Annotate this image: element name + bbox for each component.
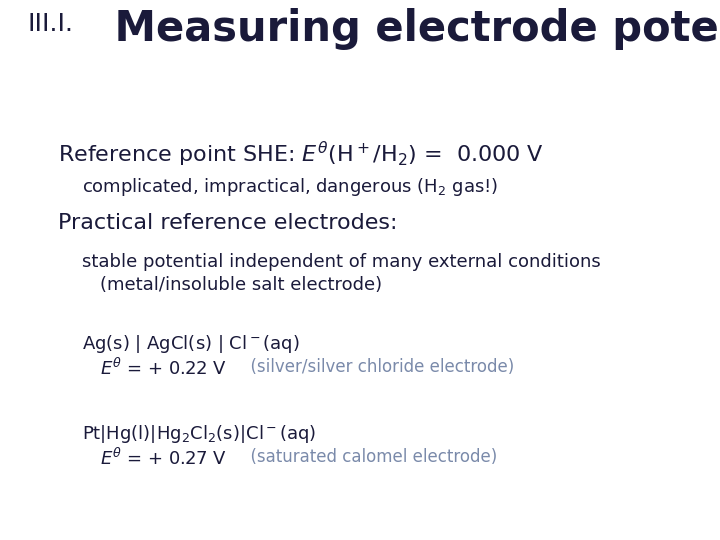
Text: Reference point SHE: $\mathit{E}^{\theta}$(H$^+$/H$_2$) =  0.000 V: Reference point SHE: $\mathit{E}^{\theta… <box>58 140 544 169</box>
Text: Practical reference electrodes:: Practical reference electrodes: <box>58 213 397 233</box>
Text: 56: 56 <box>8 99 24 109</box>
Text: III.I.: III.I. <box>28 12 74 36</box>
Text: complicated, impractical, dangerous (H$_2$ gas!): complicated, impractical, dangerous (H$_… <box>82 176 498 198</box>
Text: (silver/silver chloride electrode): (silver/silver chloride electrode) <box>240 358 514 376</box>
Text: stable potential independent of many external conditions: stable potential independent of many ext… <box>82 253 600 271</box>
Text: (metal/insoluble salt electrode): (metal/insoluble salt electrode) <box>100 276 382 294</box>
Text: Ag(s) | AgCl(s) | Cl$^-$(aq): Ag(s) | AgCl(s) | Cl$^-$(aq) <box>82 333 300 355</box>
Text: $\mathit{E}^{\theta}$ = + 0.27 V: $\mathit{E}^{\theta}$ = + 0.27 V <box>100 448 227 469</box>
Text: Measuring electrode potentials: Measuring electrode potentials <box>100 8 720 50</box>
Text: $\mathit{E}^{\theta}$ = + 0.22 V: $\mathit{E}^{\theta}$ = + 0.22 V <box>100 358 227 379</box>
Text: (saturated calomel electrode): (saturated calomel electrode) <box>240 448 498 466</box>
Text: Pt|Hg(l)|Hg$_2$Cl$_2$(s)|Cl$^-$(aq): Pt|Hg(l)|Hg$_2$Cl$_2$(s)|Cl$^-$(aq) <box>82 423 316 445</box>
